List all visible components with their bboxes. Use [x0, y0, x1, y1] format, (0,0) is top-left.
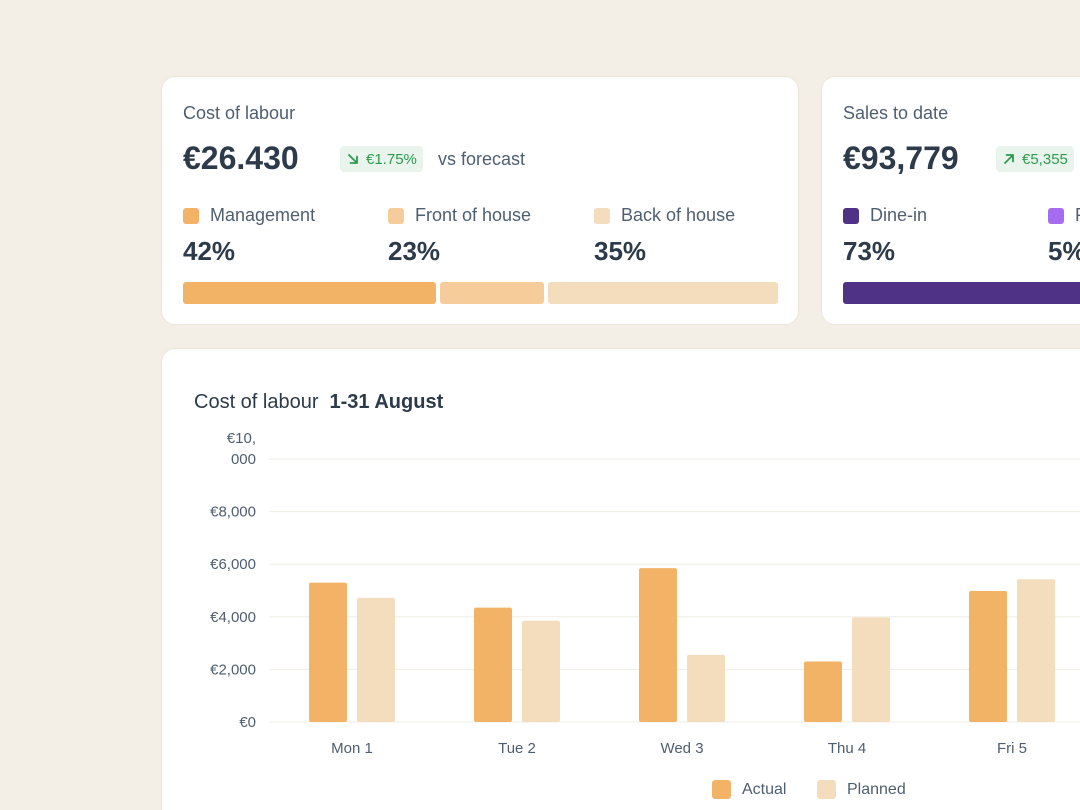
second-channel-percent: 5%: [1048, 236, 1080, 266]
legend-label: Front of house: [415, 205, 532, 225]
planned-bar: [852, 617, 890, 722]
legend-second-channel: P: [1048, 205, 1080, 226]
y-tick-label: €4,000: [210, 609, 256, 626]
second-channel-swatch: [1048, 207, 1064, 224]
planned-bar: [687, 654, 725, 722]
legend-back-of-house: Back of house: [594, 205, 735, 226]
cost-of-labour-card: Cost of labour €26.430 €1.75% vs forecas…: [161, 76, 799, 325]
back-of-house-bar-segment: [548, 282, 778, 304]
legend-management: Management: [183, 205, 315, 226]
x-tick-label: Wed 3: [660, 740, 703, 757]
y-tick-label: €2,000: [210, 661, 256, 678]
front-of-house-percent: 23%: [388, 236, 441, 266]
delta-value: €5,355: [1022, 150, 1068, 168]
card-title: Sales to date: [843, 103, 949, 123]
card-title: Cost of labour: [183, 103, 296, 123]
labour-chart-card: Cost of labour 1-31 August €0 €2,000 €4,000…: [161, 348, 1080, 810]
y-tick-label: €0: [239, 714, 256, 731]
legend-label: Dine-in: [870, 205, 928, 225]
arrow-up-right-icon: [1004, 154, 1014, 164]
chart-title-text: Cost of labour: [194, 391, 319, 413]
y-tick-label: €6,000: [210, 556, 256, 573]
dine-in-bar-segment: [843, 282, 1080, 304]
actual-swatch: [712, 780, 731, 799]
actual-bar: [474, 607, 512, 722]
legend-label: Planned: [847, 780, 906, 798]
actual-bar: [309, 582, 347, 722]
vs-forecast-label: vs forecast: [438, 149, 526, 169]
dine-in-swatch: [843, 207, 859, 224]
planned-swatch: [817, 780, 836, 799]
y-tick-label: €8,000: [210, 504, 256, 521]
chart-title: Cost of labour 1-31 August: [194, 391, 443, 414]
actual-bar: [804, 661, 842, 722]
x-tick-label: Mon 1: [331, 740, 373, 757]
delta-value: €1.75%: [366, 150, 417, 168]
y-tick-label: €10, 000: [227, 430, 256, 468]
front-of-house-bar-segment: [440, 282, 544, 304]
front-of-house-swatch: [388, 207, 404, 224]
legend-label: Management: [210, 205, 316, 225]
delta-badge: €1.75%: [340, 146, 423, 172]
planned-bar: [1017, 579, 1055, 722]
actual-bar: [639, 568, 677, 722]
chart-date-range: 1-31 August: [329, 391, 444, 413]
x-tick-label: Thu 4: [828, 740, 866, 757]
back-of-house-swatch: [594, 207, 610, 224]
planned-bar: [357, 597, 395, 722]
management-percent: 42%: [183, 236, 236, 266]
sales-total-value: €93,779: [843, 140, 959, 176]
legend-label: P: [1075, 205, 1080, 226]
labour-total-value: €26.430: [183, 140, 299, 176]
arrow-down-right-icon: [348, 154, 358, 164]
bar-chart: €0 €2,000 €4,000 €6,000 €8,000 €10, 000 Mon 1 Tu…: [210, 430, 1080, 757]
legend-planned: Planned: [817, 780, 906, 799]
delta-badge: €5,355: [996, 146, 1074, 172]
legend-label: Actual: [742, 780, 787, 798]
management-swatch: [183, 207, 199, 224]
legend-label: Back of house: [621, 205, 736, 225]
legend-front-of-house: Front of house: [388, 205, 531, 226]
planned-bar: [522, 620, 560, 722]
x-tick-label: Fri 5: [997, 740, 1027, 757]
legend-actual: Actual: [712, 780, 786, 799]
back-of-house-percent: 35%: [594, 236, 647, 266]
management-bar-segment: [183, 282, 436, 304]
x-tick-label: Tue 2: [498, 740, 536, 757]
actual-bar: [969, 591, 1007, 722]
legend-dine-in: Dine-in: [843, 205, 927, 226]
dine-in-percent: 73%: [843, 236, 896, 266]
sales-to-date-card: Sales to date €93,779 €5,355 Dine-in P 7…: [821, 76, 1080, 325]
